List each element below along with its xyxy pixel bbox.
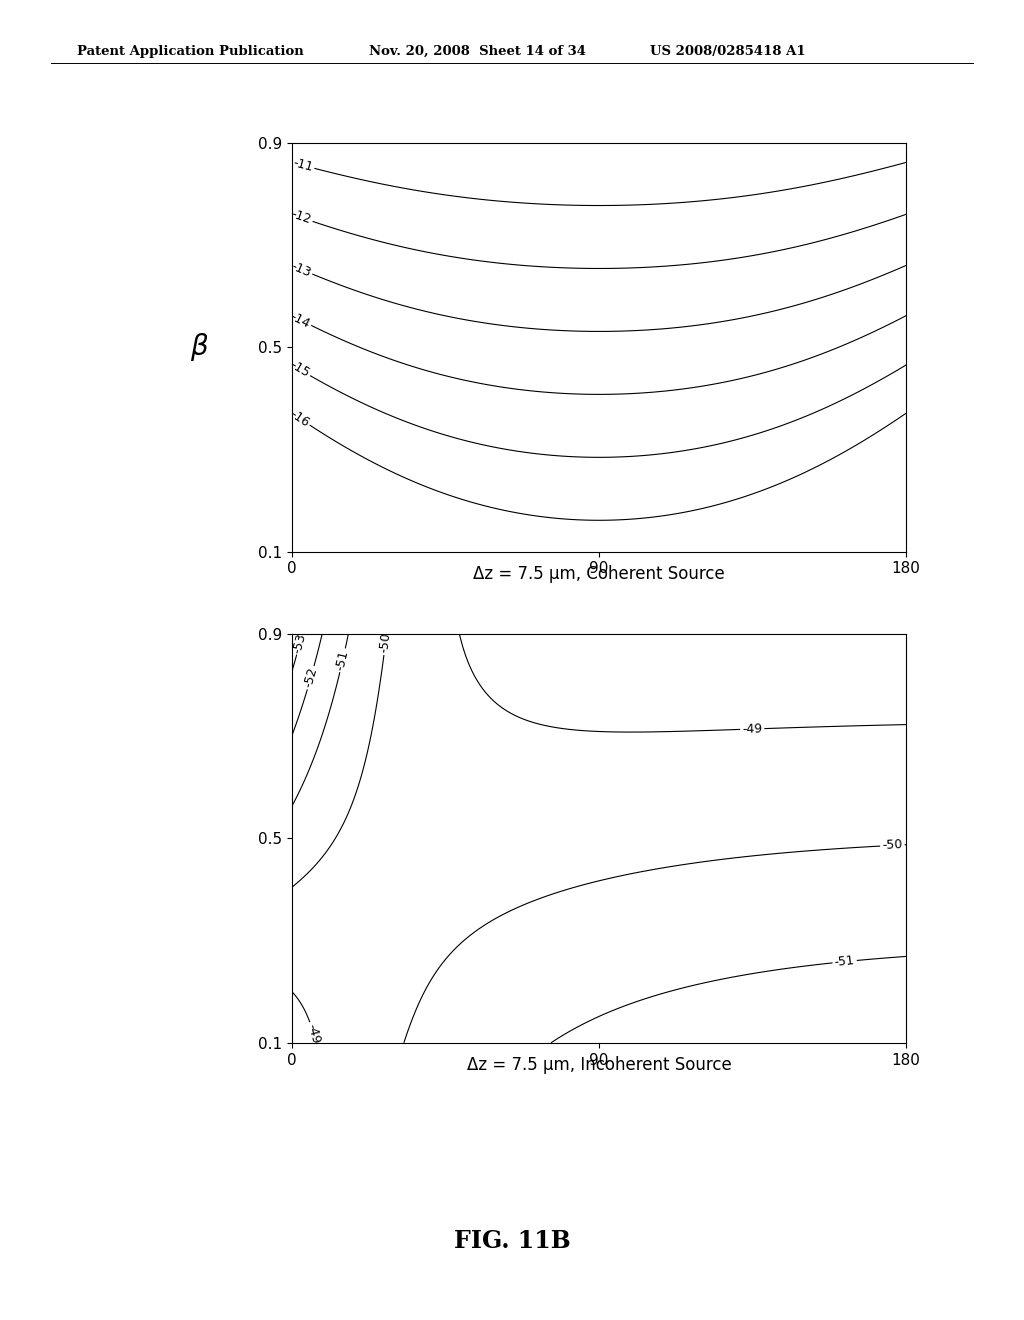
Text: Patent Application Publication: Patent Application Publication <box>77 45 303 58</box>
Text: Nov. 20, 2008  Sheet 14 of 34: Nov. 20, 2008 Sheet 14 of 34 <box>369 45 586 58</box>
Text: -16: -16 <box>288 408 311 429</box>
Text: -51: -51 <box>334 649 351 672</box>
Text: -50: -50 <box>882 838 903 853</box>
Text: -50: -50 <box>378 632 393 653</box>
Text: -49: -49 <box>742 722 763 735</box>
Text: -52: -52 <box>302 667 319 689</box>
Text: Δz = 7.5 μm, Coherent Source: Δz = 7.5 μm, Coherent Source <box>473 565 725 583</box>
Text: $\beta$: $\beta$ <box>190 331 209 363</box>
Text: -11: -11 <box>291 156 314 174</box>
Text: -51: -51 <box>834 954 855 969</box>
Text: -13: -13 <box>289 260 313 280</box>
Text: -49: -49 <box>304 1022 323 1045</box>
Text: -12: -12 <box>290 209 312 227</box>
Text: -15: -15 <box>288 359 311 380</box>
Text: FIG. 11B: FIG. 11B <box>454 1229 570 1253</box>
Text: -14: -14 <box>289 310 312 330</box>
Text: Δz = 7.5 μm, Incoherent Source: Δz = 7.5 μm, Incoherent Source <box>467 1056 731 1074</box>
Text: US 2008/0285418 A1: US 2008/0285418 A1 <box>650 45 806 58</box>
Text: -53: -53 <box>291 631 309 655</box>
